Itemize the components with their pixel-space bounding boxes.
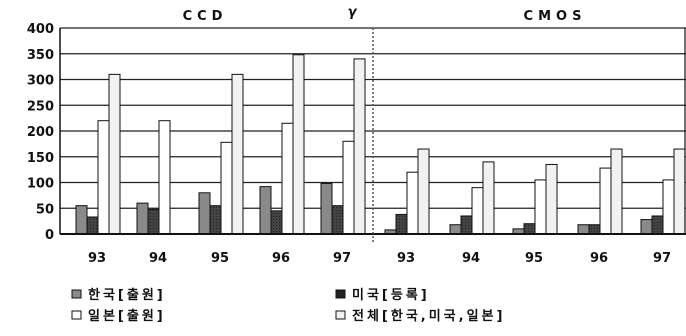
bar — [97, 120, 110, 235]
bar — [651, 215, 664, 235]
y-tick-label: 100 — [27, 177, 54, 192]
panel-title-cmos: CMOS — [524, 9, 587, 24]
bar — [673, 148, 686, 235]
x-tick-label: 95 — [525, 251, 543, 266]
y-axis: 0 50 100 150 200 250 300 350 400 — [27, 22, 54, 243]
y-tick-label: 0 — [45, 228, 54, 243]
bar — [523, 223, 536, 235]
bar — [460, 215, 473, 235]
bar — [406, 171, 419, 235]
y-tick-label: 400 — [27, 22, 54, 37]
bar — [108, 73, 121, 235]
legend-swatch-total — [335, 310, 346, 320]
bar — [534, 179, 547, 235]
x-tick-label: 97 — [653, 251, 671, 266]
bar — [353, 58, 366, 235]
bar — [292, 54, 305, 235]
plot-frame — [59, 28, 686, 244]
bar — [259, 186, 272, 235]
bar — [471, 187, 484, 235]
bar — [209, 205, 222, 235]
bar — [281, 122, 294, 235]
bar — [86, 216, 99, 235]
y-tick-label: 150 — [27, 151, 54, 166]
x-tick-label: 93 — [397, 251, 415, 266]
panel-title-ccd: CCD — [183, 9, 228, 24]
x-tick-label: 95 — [211, 251, 229, 266]
bar — [588, 224, 601, 235]
bar — [220, 141, 233, 235]
x-axis: 93 94 95 96 97 93 94 95 96 97 — [88, 251, 671, 266]
x-tick-label: 94 — [462, 251, 480, 266]
bar — [395, 213, 408, 235]
bar — [158, 120, 171, 235]
y-tick-label: 250 — [27, 99, 54, 114]
bar — [599, 167, 612, 235]
bar — [320, 183, 333, 235]
bar — [482, 161, 495, 235]
bar — [331, 205, 344, 235]
bar — [577, 224, 590, 235]
bars — [75, 54, 686, 235]
legend-swatch-us — [335, 289, 346, 299]
bar — [136, 202, 149, 235]
y-tick-label: 350 — [27, 48, 54, 63]
bar — [198, 192, 211, 235]
bar — [417, 148, 430, 235]
y-tick-label: 200 — [27, 125, 54, 140]
legend-label-japan: 일본[출원] — [88, 308, 166, 324]
x-tick-label: 97 — [333, 251, 351, 266]
legend-label-korea: 한국[출원] — [88, 287, 166, 303]
bar — [545, 163, 558, 235]
bar — [147, 208, 160, 235]
legend: 한국[출원] 미국[등록] 일본[출원] 전체[한국,미국,일본] — [71, 287, 505, 324]
x-tick-label: 93 — [88, 251, 106, 266]
legend-label-total: 전체[한국,미국,일본] — [352, 308, 505, 324]
bar — [342, 140, 355, 235]
legend-swatch-korea — [71, 289, 82, 299]
annotation-gamma: γ — [348, 5, 358, 20]
bar — [449, 224, 462, 235]
x-tick-label: 96 — [590, 251, 608, 266]
bar — [610, 148, 623, 235]
bar — [640, 219, 653, 235]
x-tick-label: 96 — [272, 251, 290, 266]
y-tick-label: 50 — [36, 202, 54, 217]
y-tick-label: 300 — [27, 74, 54, 89]
bar — [75, 205, 88, 235]
bar — [662, 179, 675, 235]
legend-swatch-japan — [71, 310, 82, 320]
legend-label-us: 미국[등록] — [352, 287, 430, 303]
bar — [231, 73, 244, 235]
x-tick-label: 94 — [149, 251, 167, 266]
bar — [270, 210, 283, 235]
